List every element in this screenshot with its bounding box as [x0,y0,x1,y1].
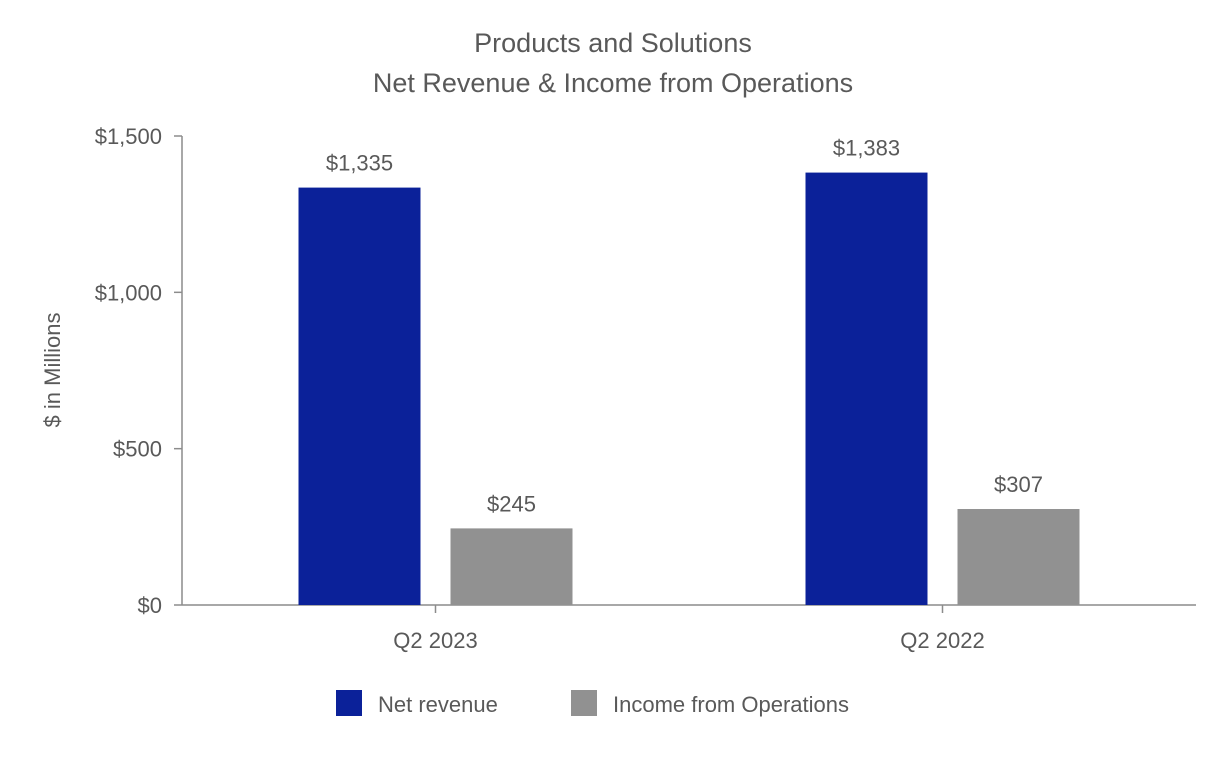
x-tick-label: Q2 2022 [900,628,984,653]
y-tick-label: $0 [138,593,162,618]
legend-swatch [571,690,597,716]
y-tick-label: $1,500 [95,124,162,149]
chart-title: Products and Solutions [474,28,752,58]
x-tick-label: Q2 2023 [393,628,477,653]
bar-net-revenue [298,187,421,605]
legend-swatch [336,690,362,716]
bar-income-from-operations [450,528,573,605]
bar-net-revenue [805,172,928,605]
y-tick-label: $500 [113,437,162,462]
bars: $1,335 $245 $1,383 $307 [298,136,1080,605]
data-label: $1,383 [833,136,900,161]
data-label: $1,335 [326,151,393,176]
chart-subtitle: Net Revenue & Income from Operations [373,68,853,98]
bar-income-from-operations [957,509,1080,605]
x-axis: Q2 2023 Q2 2022 [182,604,1196,653]
y-axis-label: $ in Millions [40,313,65,428]
y-axis: $0 $500 $1,000 $1,500 [95,124,183,618]
legend-label: Income from Operations [613,692,849,717]
data-label: $245 [487,491,536,516]
legend: Net revenue Income from Operations [336,690,849,717]
legend-label: Net revenue [378,692,498,717]
data-label: $307 [994,472,1043,497]
y-tick-label: $1,000 [95,280,162,305]
